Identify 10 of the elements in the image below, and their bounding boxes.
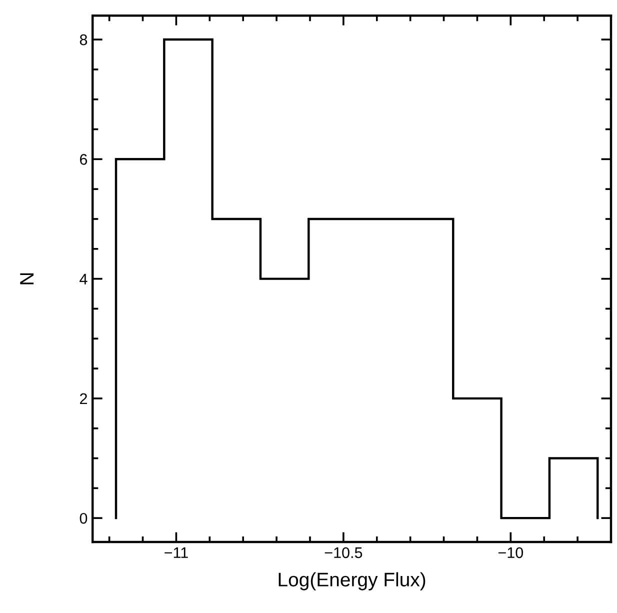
y-tick-label: 2 <box>80 393 87 404</box>
y-axis-title: N <box>20 273 34 284</box>
x-tick-label: −11 <box>164 547 188 558</box>
x-axis-title: Log(Energy Flux) <box>278 572 426 590</box>
y-tick-label: 4 <box>80 274 88 284</box>
y-tick-label: 0 <box>80 512 88 524</box>
x-tick-label: −10 <box>498 547 524 558</box>
x-tick-label: −10.5 <box>324 547 362 558</box>
y-tick-label: 6 <box>80 154 88 165</box>
y-tick-label: 8 <box>80 34 88 46</box>
